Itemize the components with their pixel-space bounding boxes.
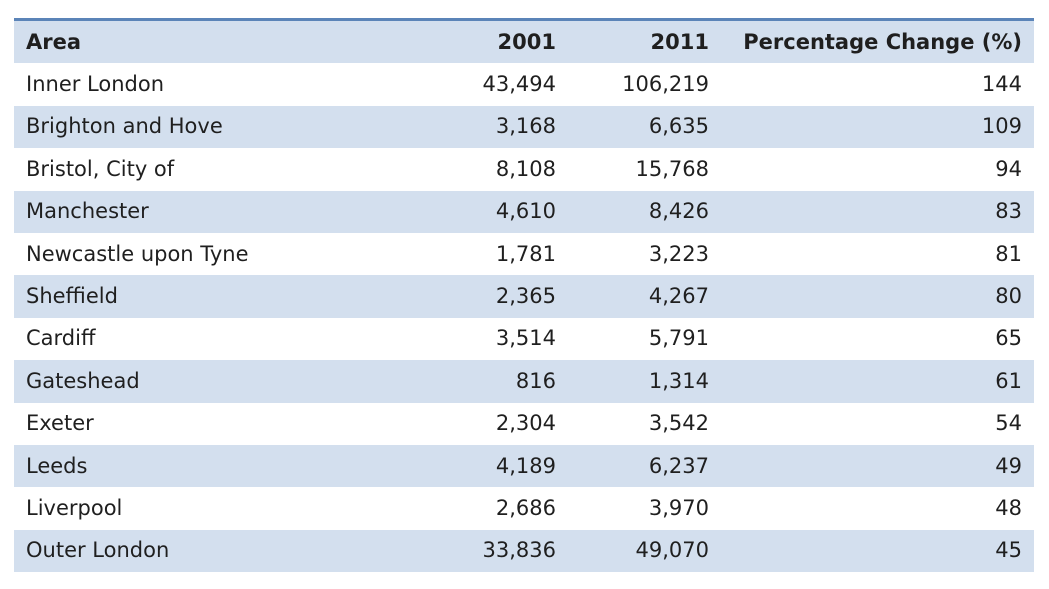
table-top-rule: [14, 18, 1034, 21]
cell-area: Liverpool: [26, 495, 123, 520]
cell-2011: 3,223: [648, 241, 709, 266]
table-row: Gateshead 816 1,314 61: [14, 360, 1034, 403]
table-row: Manchester 4,610 8,426 83: [14, 190, 1034, 233]
cell-2001: 4,610: [495, 199, 556, 224]
cell-area: Sheffield: [26, 284, 118, 309]
cell-percentage-change: 49: [995, 453, 1022, 478]
cell-percentage-change: 83: [995, 199, 1022, 224]
table-row: Newcastle upon Tyne 1,781 3,223 81: [14, 232, 1034, 276]
cell-2001: 2,365: [495, 284, 556, 309]
table-row: Sheffield 2,365 4,267 80: [14, 275, 1034, 318]
cell-2001: 3,514: [495, 326, 556, 351]
cell-2011: 5,791: [648, 326, 709, 351]
cell-area: Newcastle upon Tyne: [26, 241, 249, 266]
header-percentage-change: Percentage Change (%): [743, 29, 1022, 54]
cell-area: Bristol, City of: [26, 156, 175, 181]
cell-percentage-change: 48: [995, 495, 1022, 520]
table-row: Outer London 33,836 49,070 45: [14, 529, 1034, 573]
cell-2001: 2,686: [495, 495, 556, 520]
cell-percentage-change: 65: [995, 326, 1022, 351]
header-2011: 2011: [650, 29, 709, 54]
cell-2011: 3,970: [648, 495, 709, 520]
cell-area: Gateshead: [26, 368, 140, 393]
cell-percentage-change: 81: [995, 241, 1022, 266]
cell-area: Outer London: [26, 538, 170, 563]
cell-area: Inner London: [26, 72, 165, 97]
table-header-row: Area 2001 2011 Percentage Change (%): [14, 21, 1034, 64]
cell-percentage-change: 94: [995, 156, 1022, 181]
cell-2011: 49,070: [635, 538, 709, 563]
cell-percentage-change: 109: [981, 114, 1022, 139]
table-row: Cardiff 3,514 5,791 65: [14, 317, 1034, 361]
cell-2001: 3,168: [495, 114, 556, 139]
table-row: Bristol, City of 8,108 15,768 94: [14, 148, 1034, 191]
cell-percentage-change: 144: [981, 72, 1022, 97]
cell-2011: 4,267: [648, 284, 709, 309]
cell-2001: 2,304: [495, 411, 556, 436]
cell-2001: 33,836: [482, 538, 556, 563]
cell-2001: 816: [515, 368, 556, 393]
table-row: Exeter 2,304 3,542 54: [14, 402, 1034, 445]
cell-2011: 8,426: [648, 199, 709, 224]
cell-2011: 6,237: [648, 453, 709, 478]
cell-2011: 1,314: [648, 368, 709, 393]
data-table-container: Area 2001 2011 Percentage Change (%) Inn…: [14, 18, 1034, 573]
data-table: Area 2001 2011 Percentage Change (%) Inn…: [14, 21, 1034, 573]
cell-area: Exeter: [26, 411, 94, 436]
cell-area: Manchester: [26, 199, 149, 224]
table-row: Brighton and Hove 3,168 6,635 109: [14, 105, 1034, 149]
cell-2011: 3,542: [648, 411, 709, 436]
table-row: Liverpool 2,686 3,970 48: [14, 487, 1034, 530]
cell-2001: 1,781: [495, 241, 556, 266]
cell-percentage-change: 61: [995, 368, 1022, 393]
cell-2001: 8,108: [495, 156, 556, 181]
cell-area: Brighton and Hove: [26, 114, 223, 139]
cell-area: Cardiff: [26, 326, 96, 351]
header-area: Area: [26, 29, 82, 54]
cell-2011: 15,768: [635, 156, 709, 181]
cell-2001: 4,189: [495, 453, 556, 478]
cell-2001: 43,494: [482, 72, 556, 97]
table-row: Leeds 4,189 6,237 49: [14, 444, 1034, 488]
cell-percentage-change: 54: [995, 411, 1022, 436]
cell-percentage-change: 80: [995, 284, 1022, 309]
cell-percentage-change: 45: [995, 538, 1022, 563]
table-row: Inner London 43,494 106,219 144: [14, 63, 1034, 106]
header-2001: 2001: [497, 29, 556, 54]
cell-area: Leeds: [26, 453, 88, 478]
cell-2011: 106,219: [622, 72, 709, 97]
cell-2011: 6,635: [648, 114, 709, 139]
